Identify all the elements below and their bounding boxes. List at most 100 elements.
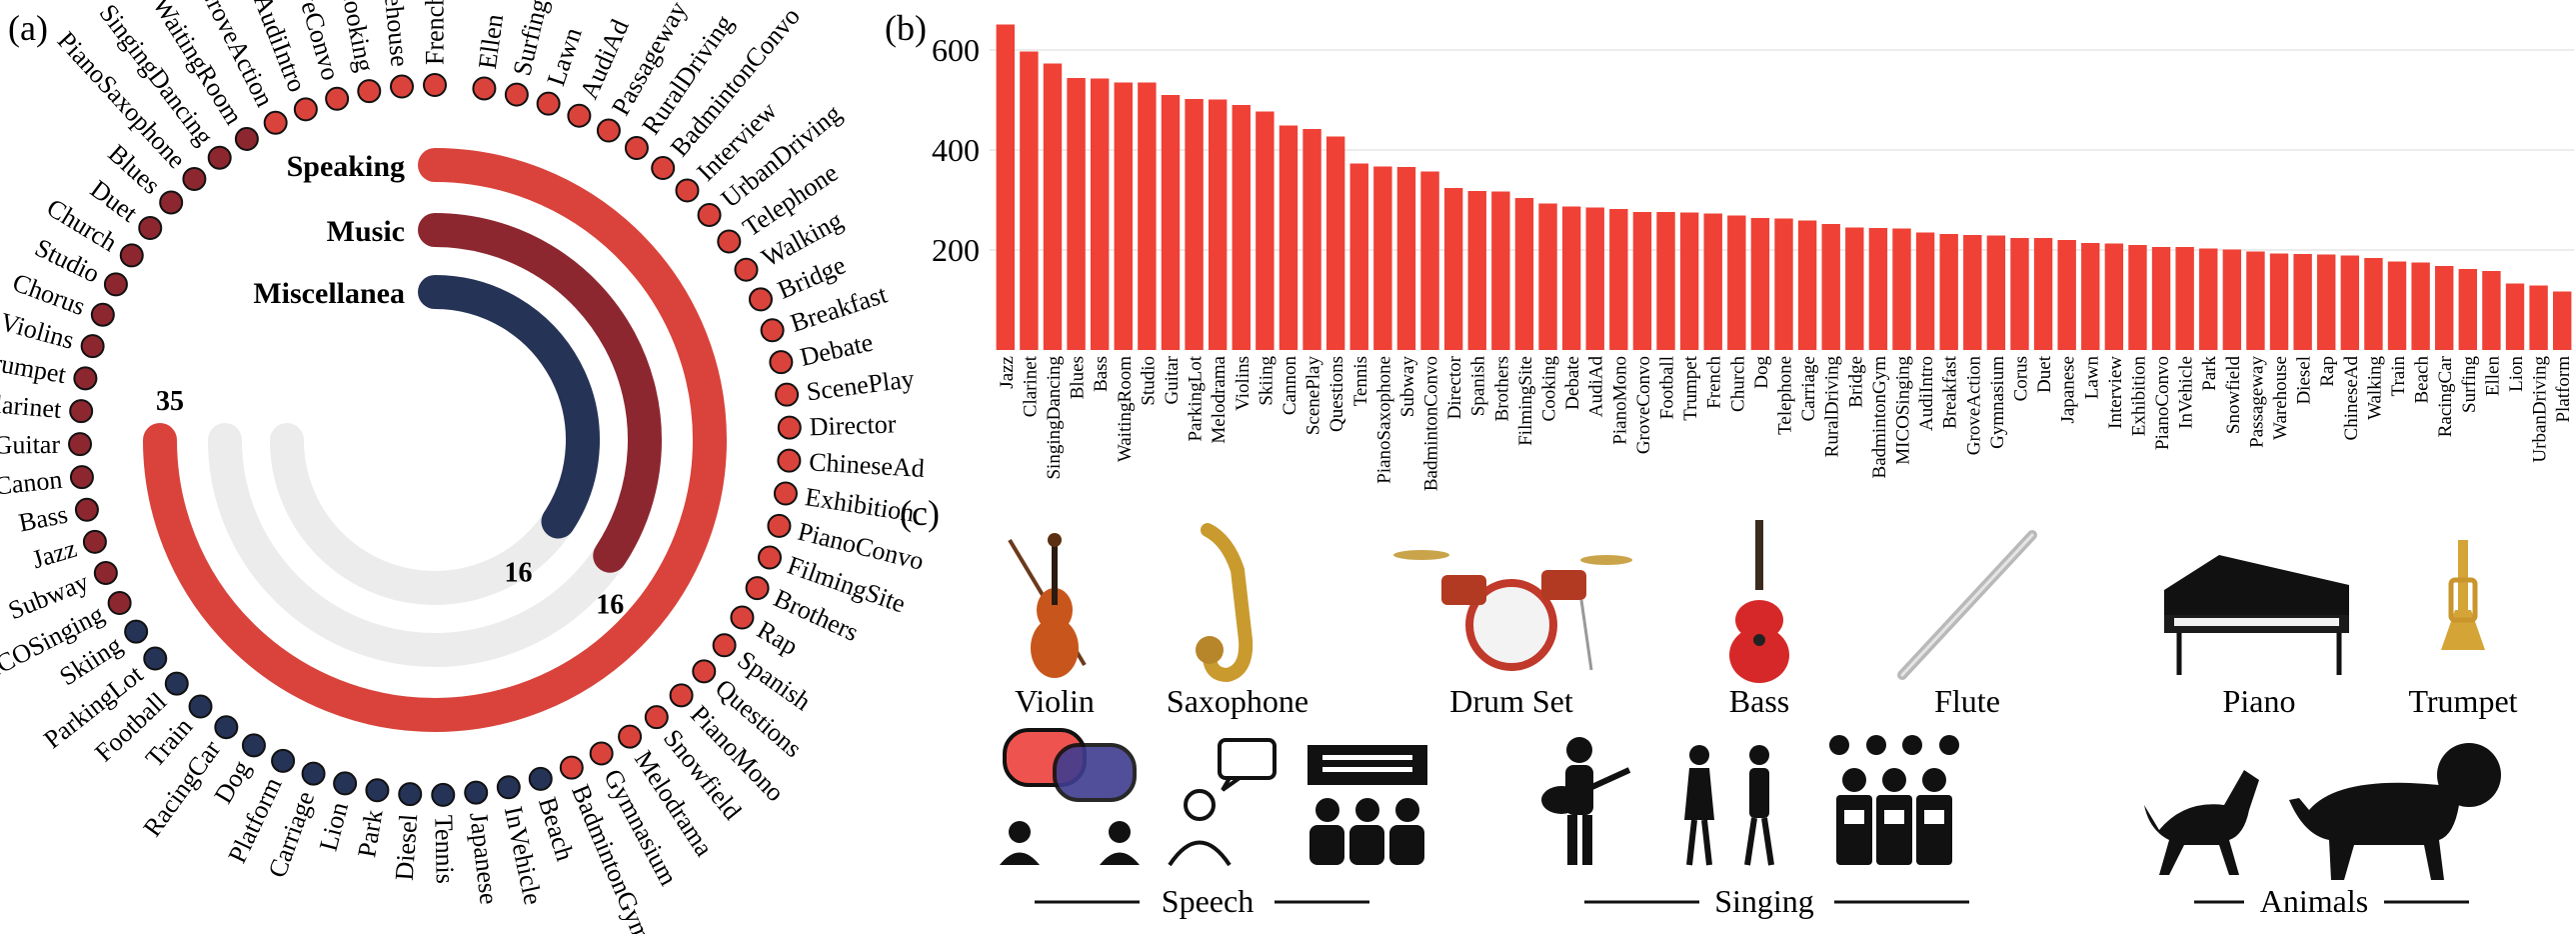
series-value-music: 16 bbox=[596, 590, 624, 621]
x-tick-label: Park bbox=[2199, 356, 2220, 391]
bar-snowfield bbox=[2222, 249, 2242, 350]
x-tick-label: Breakfast bbox=[1940, 355, 1961, 429]
category-cooking: Cooking bbox=[335, 0, 382, 104]
category-debate: Debate bbox=[769, 327, 876, 375]
bar-surfing bbox=[2458, 269, 2478, 350]
category-dot bbox=[188, 694, 213, 719]
x-tick-label: Tennis bbox=[1350, 356, 1371, 406]
category-dot bbox=[182, 166, 207, 191]
x-tick-label: PianoSaxophone bbox=[1373, 356, 1394, 484]
bar-subway bbox=[1396, 167, 1416, 350]
bar-badmintonconvo bbox=[1420, 171, 1439, 350]
category-dot bbox=[365, 778, 390, 803]
instrument-label-flute: Flute bbox=[1934, 683, 2000, 719]
category-dot bbox=[773, 481, 798, 506]
x-tick-label: Snowfield bbox=[2223, 356, 2244, 435]
x-tick-label: Gymnasium bbox=[1987, 356, 2008, 449]
trumpet-icon bbox=[2441, 540, 2485, 650]
category-dot bbox=[69, 465, 94, 490]
category-dot bbox=[325, 86, 350, 111]
bar-marks bbox=[996, 24, 2572, 350]
category-label: French bbox=[421, 0, 450, 65]
bar-parkinglot bbox=[1185, 99, 1204, 350]
instrument-label-bass: Bass bbox=[1729, 683, 1789, 719]
category-french: French bbox=[421, 0, 450, 97]
category-dot bbox=[164, 671, 189, 696]
category-dot bbox=[80, 334, 105, 359]
category-ellen: Ellen bbox=[472, 12, 509, 101]
category-dot bbox=[712, 633, 737, 658]
category-dot bbox=[618, 724, 643, 749]
x-axis-labels: Jazz Clarinet SingingDancing Blues Bass Waiti… bbox=[997, 355, 2574, 491]
x-tick-label: Warehouse bbox=[2270, 356, 2291, 440]
x-tick-label: Football bbox=[1657, 356, 1678, 419]
category-dot bbox=[93, 560, 118, 585]
bar-rap bbox=[2317, 254, 2336, 350]
category-clarinet: Clarinet bbox=[0, 388, 94, 424]
bar-lion bbox=[2505, 283, 2525, 350]
bar-pianoconvo bbox=[2151, 247, 2171, 350]
bar-filmingsite bbox=[1514, 198, 1534, 350]
bar-tennis bbox=[1349, 163, 1368, 350]
x-tick-label: Lawn bbox=[2081, 356, 2102, 400]
category-label: Jazz bbox=[29, 534, 80, 575]
x-tick-label: AudiAd bbox=[1586, 356, 1607, 418]
bar-telephone bbox=[1774, 218, 1793, 350]
x-tick-label: Guitar bbox=[1162, 355, 1183, 404]
x-tick-label: Jazz bbox=[997, 356, 1018, 389]
group-label-singing: Singing bbox=[1714, 883, 1814, 919]
category-sceneplay: ScenePlay bbox=[775, 364, 916, 407]
x-tick-label: SingingDancing bbox=[1044, 356, 1065, 480]
category-japanese: Japanese bbox=[464, 780, 504, 906]
bar-gymnasium bbox=[1986, 235, 2006, 350]
category-dot bbox=[748, 287, 773, 312]
bar-corus bbox=[2010, 238, 2029, 350]
category-dot bbox=[90, 302, 115, 327]
x-tick-label: Debate bbox=[1562, 356, 1583, 410]
x-tick-label: Church bbox=[1727, 356, 1748, 412]
bar-cooking bbox=[1538, 203, 1557, 350]
conversation-icon bbox=[1000, 728, 1140, 865]
x-tick-label: Platform bbox=[2553, 356, 2574, 423]
x-tick-label: InVehicle bbox=[2176, 356, 2197, 429]
bar-skiing bbox=[1256, 111, 1275, 350]
bar-waitingroom bbox=[1114, 82, 1133, 350]
instrument-label-violin: Violin bbox=[1015, 683, 1095, 719]
x-tick-label: Ellen bbox=[2482, 356, 2503, 397]
category-canon: Canon bbox=[0, 465, 94, 501]
category-label: Warehouse bbox=[375, 0, 415, 68]
bar-invehicle bbox=[2175, 247, 2194, 350]
category-violins: Violins bbox=[0, 307, 105, 359]
category-surfing: Surfing bbox=[504, 0, 554, 107]
category-dot bbox=[103, 272, 128, 297]
category-dot bbox=[504, 82, 529, 107]
category-label: Bass bbox=[16, 499, 70, 537]
x-tick-label: Beach bbox=[2412, 356, 2433, 404]
choir-icon bbox=[1829, 735, 1959, 865]
bar-beach bbox=[2411, 262, 2430, 350]
x-tick-label: Cannon bbox=[1280, 356, 1300, 416]
x-tick-label: Rap bbox=[2317, 356, 2338, 387]
piano-icon bbox=[2164, 555, 2349, 675]
x-tick-label: Clarinet bbox=[1020, 355, 1041, 417]
flute-icon bbox=[1897, 530, 2037, 680]
radial-bar-miscellanea bbox=[418, 275, 600, 539]
x-tick-label: Bass bbox=[1091, 356, 1112, 392]
x-tick-label: Spanish bbox=[1468, 356, 1489, 417]
x-tick-label: Diesel bbox=[2294, 356, 2315, 405]
series-value-miscellanea: 16 bbox=[505, 558, 533, 589]
bar-cannon bbox=[1279, 125, 1298, 350]
category-dot bbox=[159, 190, 184, 215]
bar-guitar bbox=[1161, 95, 1181, 350]
x-tick-label: Questions bbox=[1326, 356, 1347, 432]
category-dot bbox=[644, 705, 669, 730]
series-value-speaking: 35 bbox=[156, 386, 184, 417]
x-tick-label: Melodrama bbox=[1209, 355, 1230, 443]
bar-trumpet bbox=[1679, 212, 1699, 350]
category-label: ScenePlay bbox=[805, 364, 916, 407]
bar-violins bbox=[1232, 105, 1251, 350]
x-tick-label: FilmingSite bbox=[1515, 356, 1536, 446]
category-warehouse: Warehouse bbox=[375, 0, 415, 99]
category-dot bbox=[271, 748, 296, 773]
bar-platform bbox=[2552, 291, 2572, 350]
